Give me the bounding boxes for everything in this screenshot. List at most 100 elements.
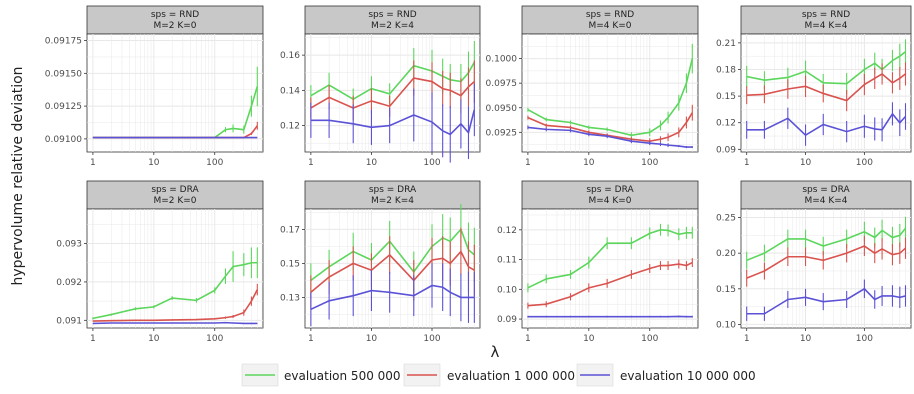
x-axis-label: λ bbox=[491, 343, 500, 361]
strip-label-mk: M=2 K=4 bbox=[371, 196, 414, 206]
y-tick-label: 0.09150 bbox=[45, 69, 82, 79]
strip-label-mk: M=2 K=0 bbox=[153, 196, 196, 206]
y-tick-label: 0.15 bbox=[716, 92, 736, 102]
y-tick-label: 0.0950 bbox=[486, 104, 518, 114]
y-axis: 0.0925 0.0950 0.0975 0.1000 bbox=[486, 55, 523, 139]
legend-label: evaluation 1 000 000 bbox=[447, 369, 575, 383]
legend-item-2: evaluation 1 000 000 bbox=[404, 364, 575, 386]
strip-label-mk: M=4 K=0 bbox=[588, 21, 631, 31]
x-tick-label: 1 bbox=[525, 334, 531, 344]
strip-label-sps: sps = RND bbox=[586, 10, 634, 20]
y-tick-label: 0.14 bbox=[280, 86, 300, 96]
y-tick-label: 0.10 bbox=[716, 320, 736, 330]
y-tick-label: 0.09 bbox=[716, 145, 736, 155]
y-tick-label: 0.12 bbox=[716, 119, 736, 129]
y-tick-label: 0.1000 bbox=[486, 55, 518, 65]
y-axis-label: hypervolume relative deviation bbox=[10, 66, 26, 285]
strip-label-sps: sps = RND bbox=[151, 10, 199, 20]
x-tick-label: 1 bbox=[525, 158, 531, 168]
panel-background bbox=[741, 34, 911, 152]
y-axis: 0.09 0.12 0.15 0.18 0.21 bbox=[716, 39, 741, 155]
x-tick-label: 10 bbox=[366, 334, 378, 344]
y-tick-label: 0.21 bbox=[716, 39, 736, 49]
x-tick-label: 10 bbox=[148, 158, 160, 168]
y-axis: 0.12 0.14 0.16 bbox=[280, 51, 305, 131]
x-tick-label: 10 bbox=[583, 334, 595, 344]
x-tick-label: 100 bbox=[206, 334, 223, 344]
y-tick-label: 0.091 bbox=[56, 316, 82, 326]
panel-background bbox=[305, 209, 480, 328]
x-axis: 1 10 100 bbox=[744, 152, 873, 168]
y-tick-label: 0.18 bbox=[716, 65, 736, 75]
y-tick-label: 0.11 bbox=[497, 256, 517, 266]
legend-item-1: evaluation 500 000 bbox=[242, 364, 401, 386]
strip-label-sps: sps = RND bbox=[368, 10, 416, 20]
panel-background bbox=[87, 34, 263, 152]
y-tick-label: 0.10 bbox=[497, 285, 517, 295]
y-tick-label: 0.15 bbox=[716, 285, 736, 295]
y-tick-label: 0.092 bbox=[56, 278, 82, 288]
x-tick-label: 10 bbox=[800, 334, 812, 344]
panel-background bbox=[522, 34, 698, 152]
strip-label-sps: sps = RND bbox=[802, 10, 850, 20]
x-tick-label: 10 bbox=[366, 158, 378, 168]
strip-label-mk: M=4 K=4 bbox=[804, 196, 847, 206]
x-axis: 1 10 100 bbox=[308, 152, 441, 168]
x-axis: 1 10 100 bbox=[525, 152, 659, 168]
x-tick-label: 100 bbox=[641, 158, 658, 168]
y-tick-label: 0.09100 bbox=[45, 135, 82, 145]
x-tick-label: 1 bbox=[308, 334, 314, 344]
y-axis: 0.13 0.15 0.17 bbox=[280, 225, 305, 303]
x-tick-label: 100 bbox=[641, 334, 658, 344]
x-tick-label: 1 bbox=[308, 158, 314, 168]
x-tick-label: 100 bbox=[423, 158, 440, 168]
legend-item-3: evaluation 10 000 000 bbox=[577, 364, 756, 386]
y-tick-label: 0.0975 bbox=[486, 79, 518, 89]
strip-label-mk: M=2 K=4 bbox=[371, 21, 414, 31]
y-tick-label: 0.20 bbox=[716, 249, 736, 259]
y-tick-label: 0.15 bbox=[280, 259, 300, 269]
x-tick-label: 100 bbox=[856, 334, 873, 344]
panel-background bbox=[305, 34, 480, 152]
y-tick-label: 0.16 bbox=[280, 51, 300, 61]
x-tick-label: 1 bbox=[90, 158, 96, 168]
x-tick-label: 1 bbox=[90, 334, 96, 344]
y-tick-label: 0.093 bbox=[56, 240, 82, 250]
x-tick-label: 100 bbox=[206, 158, 223, 168]
y-axis: 0.10 0.15 0.20 0.25 bbox=[716, 214, 741, 331]
y-tick-label: 0.0925 bbox=[486, 128, 518, 138]
y-tick-label: 0.09175 bbox=[45, 37, 82, 47]
series-3 bbox=[93, 322, 257, 323]
y-tick-label: 0.25 bbox=[716, 214, 736, 224]
y-axis: 0.090.100.110.12 bbox=[497, 226, 522, 325]
strip-label-sps: sps = DRA bbox=[151, 185, 199, 195]
strip-label-mk: M=4 K=4 bbox=[804, 21, 847, 31]
panel-background bbox=[741, 209, 911, 328]
legend: evaluation 500 000 evaluation 1 000 000 ev… bbox=[242, 364, 756, 386]
panel-background bbox=[522, 209, 698, 328]
x-tick-label: 10 bbox=[583, 158, 595, 168]
strip-label-sps: sps = DRA bbox=[802, 185, 850, 195]
x-tick-label: 1 bbox=[744, 158, 750, 168]
x-tick-label: 100 bbox=[856, 158, 873, 168]
y-tick-label: 0.17 bbox=[280, 225, 300, 235]
legend-label: evaluation 500 000 bbox=[284, 369, 401, 383]
legend-label: evaluation 10 000 000 bbox=[620, 369, 756, 383]
x-tick-label: 10 bbox=[148, 334, 160, 344]
y-tick-label: 0.12 bbox=[280, 122, 300, 132]
y-tick-label: 0.09125 bbox=[45, 102, 82, 112]
y-tick-label: 0.13 bbox=[280, 293, 300, 303]
x-tick-label: 10 bbox=[800, 158, 812, 168]
